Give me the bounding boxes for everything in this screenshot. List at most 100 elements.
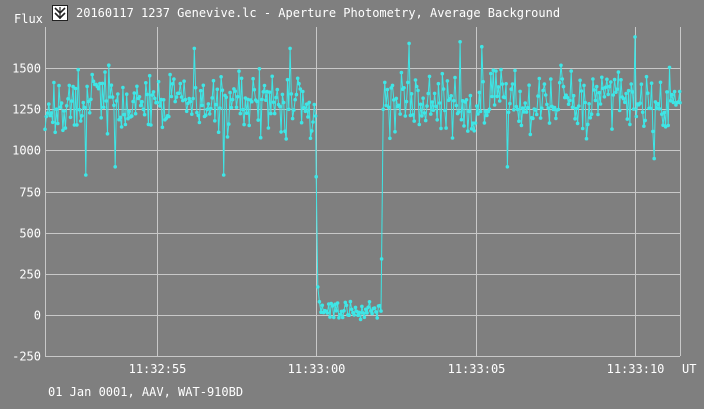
data-point <box>190 112 194 116</box>
data-point <box>403 114 408 118</box>
data-point <box>158 104 162 108</box>
data-point <box>406 80 410 85</box>
data-point <box>422 111 427 115</box>
title-bar: 20160117 1237 Genevive.lc - Aperture Pho… <box>52 4 560 22</box>
data-point <box>439 126 443 131</box>
data-point <box>411 113 415 117</box>
data-point <box>338 312 343 317</box>
data-point <box>472 129 477 133</box>
data-point <box>454 103 459 108</box>
x-tick-label: 11:33:00 <box>288 362 346 376</box>
data-point <box>356 313 360 318</box>
data-point <box>218 106 222 110</box>
y-tick-label: -250 <box>12 350 41 364</box>
data-point <box>328 315 332 319</box>
data-point <box>482 121 487 125</box>
data-point <box>412 119 417 123</box>
data-point <box>485 113 489 118</box>
data-point <box>464 98 469 102</box>
data-point <box>435 118 440 122</box>
data-point <box>541 88 545 93</box>
data-point <box>100 81 105 86</box>
data-point <box>651 129 655 134</box>
data-point <box>264 98 268 102</box>
data-point <box>250 99 254 104</box>
data-point <box>420 114 424 118</box>
data-point <box>652 156 656 161</box>
data-point <box>316 285 320 289</box>
data-point <box>468 93 473 98</box>
data-point <box>640 110 645 114</box>
data-point <box>155 100 160 105</box>
data-point <box>198 88 203 93</box>
data-point <box>89 97 93 102</box>
data-point <box>352 313 357 317</box>
data-point <box>441 87 446 91</box>
data-point <box>615 87 619 91</box>
data-point <box>499 67 503 72</box>
data-point <box>571 93 576 98</box>
data-point <box>358 317 363 322</box>
data-point <box>619 78 623 82</box>
data-point <box>646 91 650 95</box>
data-point <box>437 101 442 105</box>
data-point <box>660 112 664 116</box>
data-point <box>201 83 206 88</box>
data-point <box>59 101 64 105</box>
data-point <box>112 103 116 108</box>
data-point <box>156 79 161 84</box>
data-point <box>304 102 309 106</box>
data-point <box>290 116 295 121</box>
data-point <box>207 112 212 116</box>
data-point <box>580 126 585 131</box>
data-point <box>536 94 540 98</box>
data-point <box>251 76 255 81</box>
data-point <box>533 108 538 112</box>
data-point <box>559 63 563 68</box>
data-point <box>255 99 259 104</box>
data-point <box>294 92 299 97</box>
data-point <box>127 109 131 114</box>
data-point <box>668 99 673 103</box>
data-point <box>518 89 522 94</box>
data-point <box>487 107 492 111</box>
data-point <box>257 67 262 71</box>
data-point <box>625 117 630 121</box>
data-point <box>617 108 622 113</box>
data-point <box>216 130 221 134</box>
data-point <box>363 307 368 312</box>
data-point <box>310 129 314 133</box>
data-point <box>626 88 631 93</box>
data-point <box>132 91 137 95</box>
data-point <box>672 89 677 94</box>
data-point <box>343 300 348 305</box>
data-point <box>312 102 317 107</box>
data-point <box>196 113 200 118</box>
data-point <box>515 107 520 112</box>
data-point <box>667 65 672 70</box>
y-tick-label: 250 <box>19 268 41 282</box>
data-point <box>77 107 82 112</box>
data-point <box>593 98 598 103</box>
data-point <box>560 77 565 81</box>
data-point <box>280 92 285 97</box>
data-point <box>639 82 644 86</box>
data-point <box>192 46 197 51</box>
data-point <box>534 112 539 117</box>
data-point <box>448 96 452 101</box>
data-point <box>269 111 273 116</box>
data-point <box>634 114 639 119</box>
data-point <box>186 101 190 106</box>
data-point <box>445 79 450 83</box>
data-point <box>362 315 367 320</box>
data-point <box>554 116 558 121</box>
data-point <box>543 93 548 97</box>
data-point <box>210 96 214 100</box>
data-point <box>677 89 682 94</box>
data-point <box>495 94 500 99</box>
data-point <box>600 75 604 80</box>
data-point <box>173 99 177 104</box>
data-point <box>105 132 110 136</box>
y-tick-label: 500 <box>19 227 41 241</box>
data-point <box>436 81 441 86</box>
